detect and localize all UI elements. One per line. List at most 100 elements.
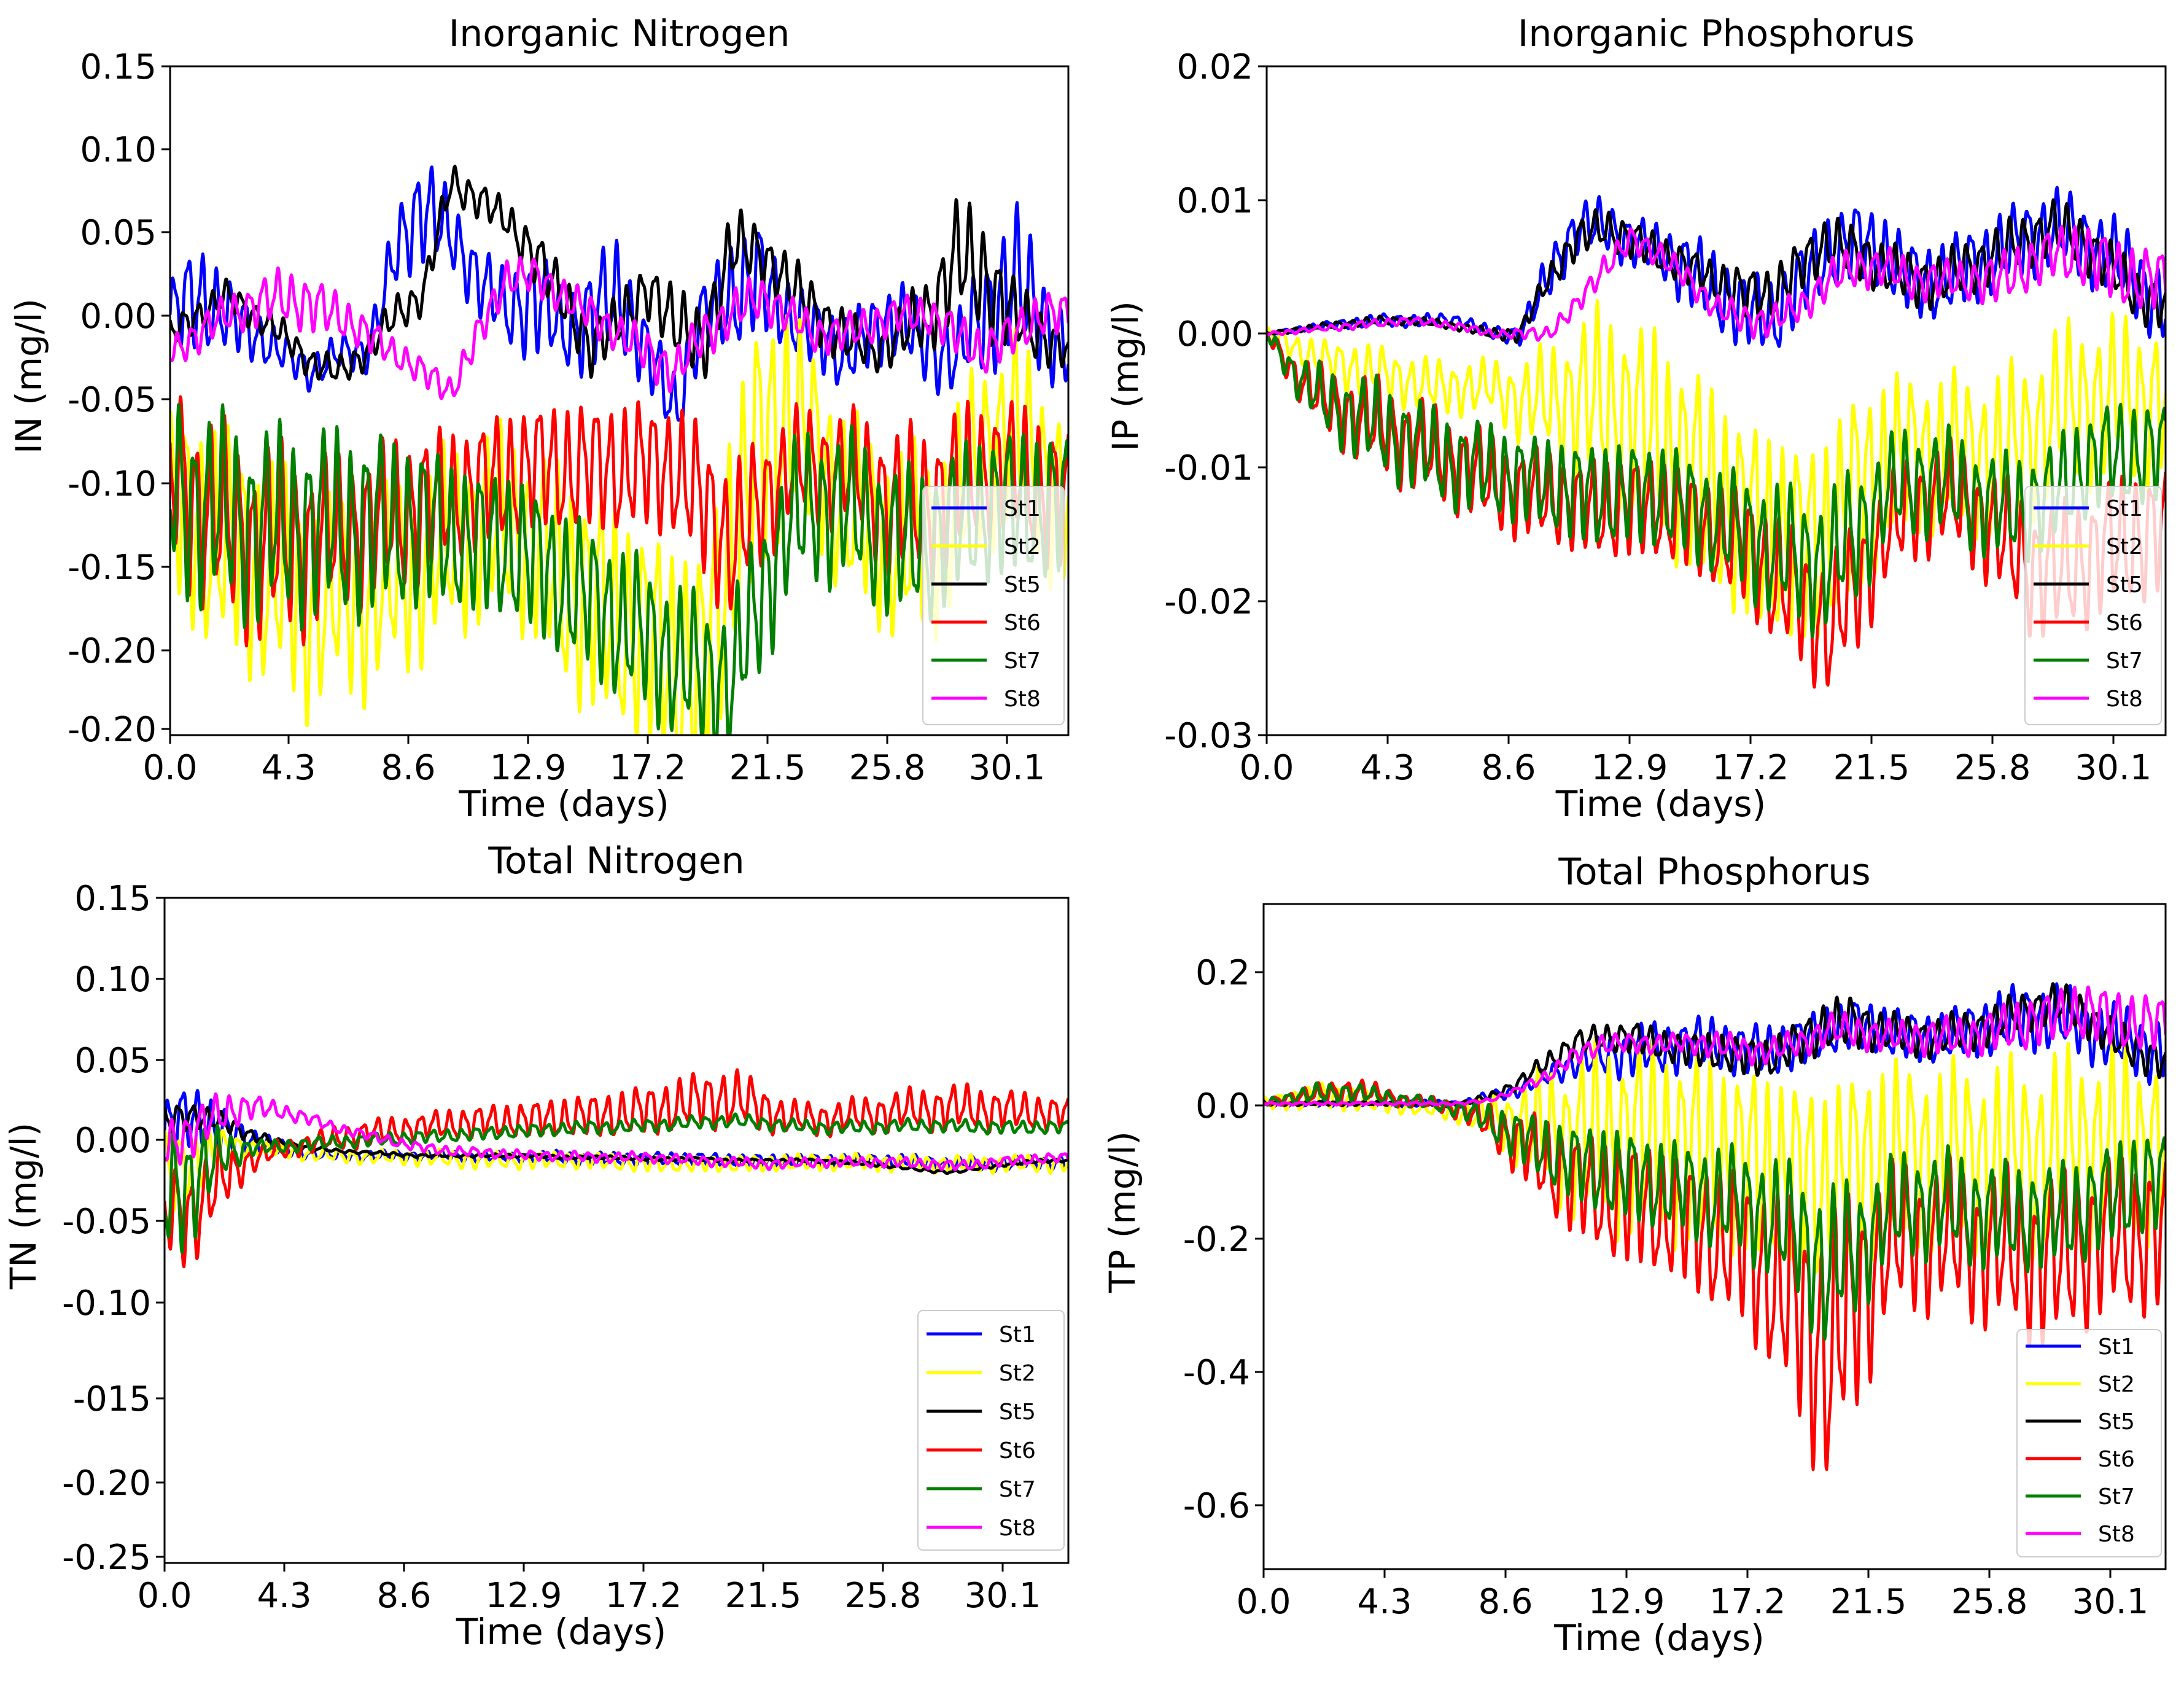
y-tick-label: 0.0 bbox=[1195, 1086, 1250, 1126]
x-axis-label: Time (days) bbox=[1553, 1617, 1765, 1659]
legend-label-st7: St7 bbox=[2106, 649, 2143, 674]
y-tick-label: 0.02 bbox=[1176, 47, 1253, 87]
legend: St1 St2 St5 St6 St7 St8 bbox=[922, 486, 1065, 725]
x-tick-label: 21.5 bbox=[1830, 1582, 1907, 1622]
series-line-st7 bbox=[1264, 1081, 2166, 1341]
chart-title: Total Nitrogen bbox=[488, 840, 744, 883]
y-tick-label: -0.10 bbox=[62, 1284, 151, 1323]
x-tick-label: 12.9 bbox=[1591, 748, 1668, 788]
y-tick-label: -0.2 bbox=[1183, 1220, 1250, 1260]
y-tick-label: -015 bbox=[73, 1379, 151, 1419]
x-tick-label: 21.5 bbox=[1833, 748, 1910, 788]
series-group bbox=[1264, 982, 2166, 1471]
series-line-st7 bbox=[165, 1112, 1068, 1255]
legend-label-st8: St8 bbox=[2098, 1522, 2135, 1547]
chart-title: Inorganic Nitrogen bbox=[449, 12, 790, 55]
x-tick-label: 12.9 bbox=[490, 748, 567, 788]
x-tick-label: 0.0 bbox=[1239, 748, 1294, 788]
y-tick-label: 0.15 bbox=[74, 879, 151, 919]
legend: St1 St2 St5 St6 St7 St8 bbox=[2016, 1329, 2162, 1557]
x-tick-label: 8.6 bbox=[381, 748, 435, 788]
y-tick-label: -0.25 bbox=[62, 1538, 151, 1578]
legend-box bbox=[922, 486, 1065, 725]
x-tick-label: 4.3 bbox=[1360, 748, 1415, 788]
legend-label-st2: St2 bbox=[2098, 1372, 2135, 1397]
legend-box bbox=[917, 1310, 1065, 1551]
legend-label-st6: St6 bbox=[999, 1438, 1036, 1463]
x-tick-label: 30.1 bbox=[969, 748, 1046, 788]
legend-label-st5: St5 bbox=[2098, 1409, 2135, 1435]
y-tick-label: 0.05 bbox=[80, 213, 157, 253]
y-tick-label: 0.00 bbox=[1176, 314, 1253, 354]
x-tick-label: 8.6 bbox=[376, 1576, 431, 1616]
x-axis-label: Time (days) bbox=[458, 783, 669, 825]
x-axis-label: Time (days) bbox=[456, 1611, 667, 1653]
legend-label-st2: St2 bbox=[1004, 534, 1041, 559]
legend-label-st1: St1 bbox=[1004, 496, 1041, 521]
legend-label-st7: St7 bbox=[999, 1477, 1036, 1502]
y-tick-label: 0.2 bbox=[1195, 953, 1250, 993]
y-tick-label: 0.00 bbox=[80, 297, 157, 337]
chart-panel-1: Inorganic Nitrogen 0.15 0.10 0.05 0.00 -0.05 -… bbox=[8, 12, 1070, 825]
axes-frame bbox=[163, 897, 1070, 1564]
legend-label-st6: St6 bbox=[2098, 1447, 2135, 1472]
series-group bbox=[1267, 185, 2166, 689]
y-tick-label: -0.02 bbox=[1164, 582, 1253, 622]
series-group bbox=[170, 165, 1068, 735]
series-line-st7 bbox=[1267, 334, 2166, 639]
y-tick-label: -0.03 bbox=[1164, 716, 1253, 756]
series-group bbox=[165, 1068, 1068, 1269]
x-tick-label: 12.9 bbox=[486, 1576, 562, 1616]
y-tick-label: -0.6 bbox=[1183, 1486, 1250, 1526]
chart-panel-2: Inorganic Phosphorus 0.02 0.01 0.00 -0.01 -0.… bbox=[1105, 12, 2167, 825]
x-tick-label: 8.6 bbox=[1481, 748, 1536, 788]
y-tick-label: -0.05 bbox=[68, 380, 157, 420]
legend-label-st1: St1 bbox=[999, 1322, 1036, 1347]
x-tick-label: 25.8 bbox=[849, 748, 926, 788]
series-line-st5 bbox=[165, 1104, 1068, 1175]
y-tick-label: -0.10 bbox=[68, 464, 157, 504]
y-axis-label: TP (mg/l) bbox=[1102, 1131, 1143, 1293]
series-line-st5 bbox=[170, 165, 1068, 381]
series-line-st8 bbox=[170, 255, 1068, 400]
y-tick-label: -0.20 bbox=[68, 631, 157, 671]
y-tick-label: 0.15 bbox=[80, 47, 157, 87]
y-tick-label: -0.15 bbox=[68, 548, 157, 588]
legend-label-st8: St8 bbox=[1004, 687, 1041, 712]
x-axis-label: Time (days) bbox=[1555, 783, 1766, 825]
legend-label-st7: St7 bbox=[1004, 649, 1041, 674]
x-tick-label: 30.1 bbox=[965, 1576, 1041, 1616]
x-tick-label: 4.3 bbox=[257, 1576, 311, 1616]
y-tick-label: 0.10 bbox=[74, 960, 151, 1000]
axes-frame bbox=[1262, 903, 2167, 1570]
x-tick-label: 0.0 bbox=[1236, 1582, 1291, 1622]
y-tick-label: 0.10 bbox=[80, 130, 157, 170]
x-tick-label: 17.2 bbox=[1712, 748, 1789, 788]
series-line-st8 bbox=[1267, 225, 2166, 342]
y-axis-label: TN (mg/l) bbox=[2, 1123, 44, 1290]
x-tick-label: 0.0 bbox=[137, 1576, 192, 1616]
series-line-st8 bbox=[1264, 985, 2166, 1107]
legend-label-st5: St5 bbox=[999, 1400, 1036, 1425]
x-tick-label: 25.8 bbox=[1951, 1582, 2028, 1622]
y-tick-label: -0.20 bbox=[68, 710, 157, 750]
y-tick-label: 0.01 bbox=[1176, 181, 1253, 221]
y-axis-label: IN (mg/l) bbox=[8, 298, 50, 454]
x-tick-label: 4.3 bbox=[1357, 1582, 1412, 1622]
series-line-st1 bbox=[170, 165, 1068, 423]
legend: St1 St2 St5 St6 St7 St8 bbox=[917, 1310, 1065, 1551]
axes-frame bbox=[1265, 65, 2167, 736]
chart-title: Total Phosphorus bbox=[1558, 851, 1870, 894]
x-tick-label: 25.8 bbox=[845, 1576, 922, 1616]
x-tick-label: 17.2 bbox=[610, 748, 686, 788]
chart-title: Inorganic Phosphorus bbox=[1518, 12, 1915, 55]
legend-label-st8: St8 bbox=[2106, 687, 2143, 712]
legend-label-st5: St5 bbox=[2106, 572, 2143, 598]
x-tick-label: 0.0 bbox=[142, 748, 197, 788]
legend-label-st8: St8 bbox=[999, 1516, 1036, 1541]
y-tick-label: -0.01 bbox=[1164, 448, 1253, 488]
y-tick-label: 0.05 bbox=[74, 1041, 151, 1081]
legend-label-st6: St6 bbox=[2106, 610, 2143, 636]
